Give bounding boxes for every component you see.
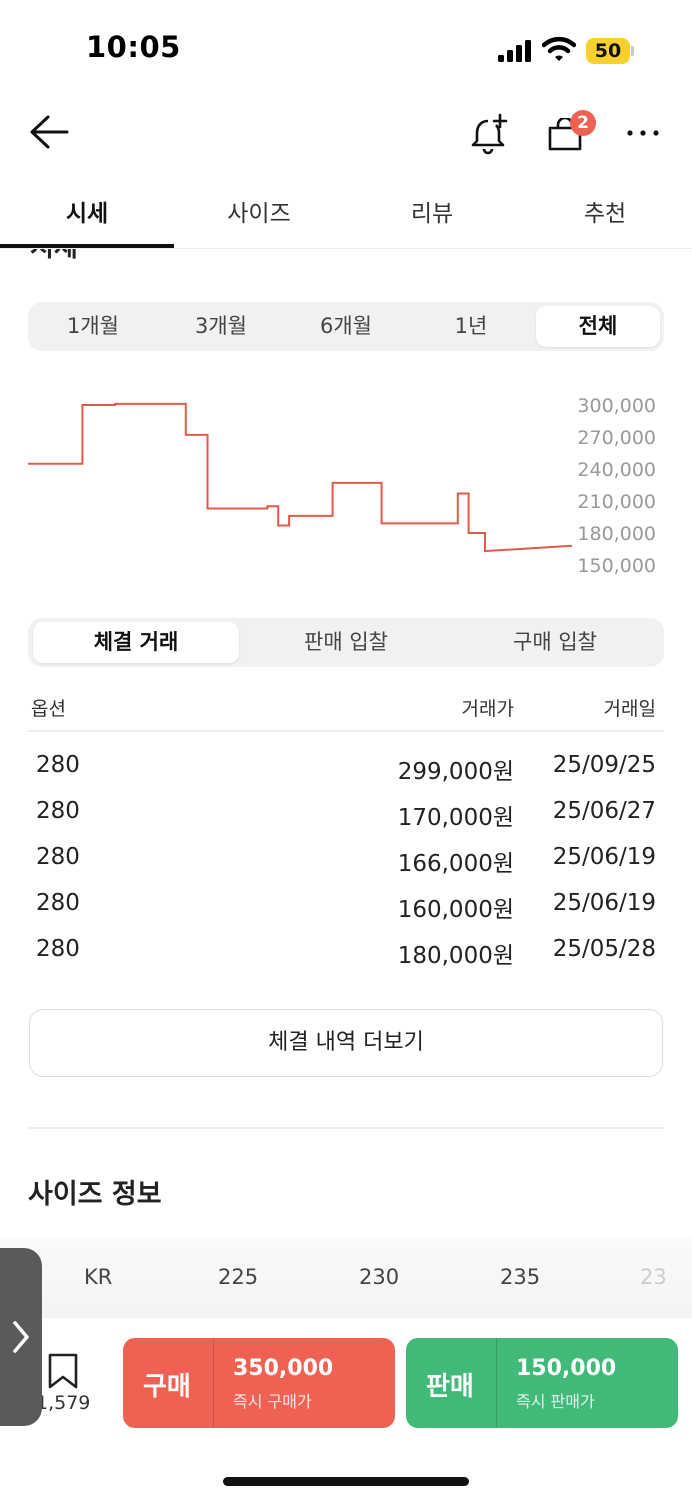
bell-add-icon[interactable]	[469, 113, 509, 155]
table-row: 280 166,000원 25/06/19	[0, 844, 692, 884]
table-row: 280 160,000원 25/06/19	[0, 890, 692, 930]
battery-tip	[631, 46, 634, 56]
side-drawer-handle[interactable]	[0, 1248, 42, 1426]
buy-price: 350,000	[233, 1356, 334, 1381]
column-header-date: 거래일	[603, 698, 656, 720]
tab-price[interactable]: 시세	[65, 201, 109, 227]
column-header-price: 거래가	[461, 698, 514, 720]
trade-option-sell-bids[interactable]: 판매 입찰	[304, 630, 388, 654]
y-tick-label: 300,000	[577, 395, 656, 417]
period-option-6m[interactable]: 6개월	[319, 314, 372, 338]
more-options-icon[interactable]	[626, 129, 660, 137]
size-cell-label: KR	[84, 1265, 113, 1289]
row-option: 280	[36, 844, 80, 870]
chevron-right-icon	[13, 1321, 29, 1353]
row-option: 280	[36, 890, 80, 916]
period-option-1y[interactable]: 1년	[454, 314, 488, 338]
trade-option-completed[interactable]: 체결 거래	[33, 622, 239, 663]
y-tick-label: 270,000	[577, 427, 656, 449]
size-cell: 230	[359, 1265, 400, 1289]
battery-indicator: 50	[586, 38, 630, 64]
row-price: 170,000원	[397, 805, 514, 831]
row-date: 25/06/19	[552, 890, 656, 916]
row-price: 160,000원	[397, 897, 514, 923]
sell-price: 150,000	[516, 1356, 617, 1381]
back-arrow-icon[interactable]	[28, 114, 70, 150]
row-price: 180,000원	[397, 943, 514, 969]
wifi-icon	[542, 36, 576, 61]
buy-divider	[213, 1338, 214, 1428]
table-row: 280 180,000원 25/05/28	[0, 936, 692, 976]
sell-sub-label: 즉시 판매가	[516, 1392, 595, 1411]
tab-recommend[interactable]: 추천	[583, 201, 627, 227]
tab-divider	[0, 248, 692, 249]
cellular-signal-icon	[498, 40, 531, 62]
sell-label: 판매	[426, 1372, 474, 1402]
table-row: 280 299,000원 25/09/25	[0, 752, 692, 792]
price-series-line	[28, 402, 573, 553]
y-tick-label: 210,000	[577, 491, 656, 513]
buy-label: 구매	[143, 1372, 191, 1402]
size-table-row	[0, 1238, 692, 1318]
row-option: 280	[36, 752, 80, 778]
y-tick-label: 240,000	[577, 459, 656, 481]
row-date: 25/09/25	[552, 752, 656, 778]
period-option-all[interactable]: 전체	[536, 306, 660, 347]
buy-button[interactable]: 구매 350,000 즉시 구매가	[123, 1338, 395, 1428]
period-filter: 1개월 3개월 6개월 1년 전체	[28, 302, 664, 351]
y-tick-label: 180,000	[577, 523, 656, 545]
row-date: 25/06/19	[552, 844, 656, 870]
sell-divider	[496, 1338, 497, 1428]
period-option-1m[interactable]: 1개월	[66, 314, 119, 338]
column-header-option: 옵션	[31, 698, 66, 720]
price-chart: 300,000 270,000 240,000 210,000 180,000 150,0…	[28, 395, 656, 577]
status-time: 10:05	[86, 30, 181, 64]
size-info-title: 사이즈 정보	[28, 1179, 162, 1210]
bookmark-icon[interactable]	[47, 1352, 79, 1390]
row-date: 25/05/28	[552, 936, 656, 962]
trade-option-buy-bids[interactable]: 구매 입찰	[513, 630, 597, 654]
size-cell: 225	[218, 1265, 259, 1289]
sell-button[interactable]: 판매 150,000 즉시 판매가	[406, 1338, 678, 1428]
cart-count-badge: 2	[570, 110, 596, 136]
y-tick-label: 150,000	[577, 555, 656, 577]
buy-sub-label: 즉시 구매가	[233, 1392, 312, 1411]
tab-review[interactable]: 리뷰	[410, 201, 454, 227]
row-price: 299,000원	[397, 759, 514, 785]
size-cell: 23	[640, 1265, 667, 1289]
active-tab-indicator	[0, 244, 174, 248]
trade-filter: 체결 거래 판매 입찰 구매 입찰	[28, 618, 664, 667]
view-more-trades-button[interactable]: 체결 내역 더보기	[29, 1009, 663, 1077]
row-price: 166,000원	[397, 851, 514, 877]
wishlist-count: 1,579	[36, 1392, 91, 1414]
size-cell: 235	[500, 1265, 541, 1289]
row-option: 280	[36, 798, 80, 824]
section-divider	[28, 1127, 664, 1129]
trade-table-body: 280 299,000원 25/09/25 280 170,000원 25/06…	[0, 752, 692, 982]
table-header-divider	[28, 730, 664, 732]
table-row: 280 170,000원 25/06/27	[0, 798, 692, 838]
tab-size[interactable]: 사이즈	[227, 201, 291, 227]
row-option: 280	[36, 936, 80, 962]
period-option-3m[interactable]: 3개월	[194, 314, 247, 338]
home-indicator	[223, 1477, 469, 1486]
row-date: 25/06/27	[552, 798, 656, 824]
